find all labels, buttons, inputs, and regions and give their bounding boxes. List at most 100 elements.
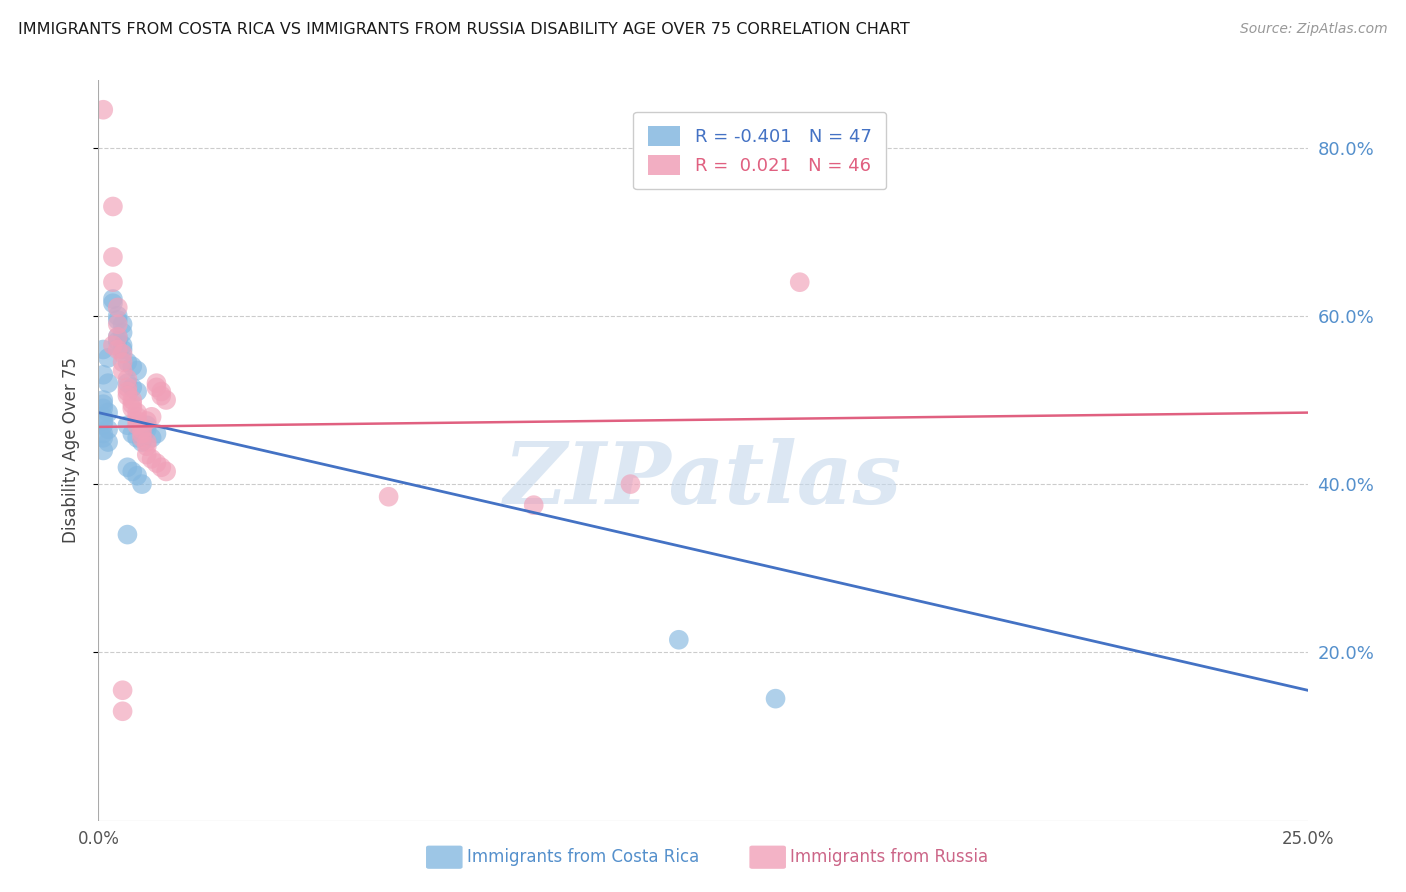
- Point: [121, 397, 143, 411]
- Point: [111, 318, 134, 332]
- Point: [91, 409, 114, 424]
- Point: [117, 372, 139, 386]
- Point: [91, 401, 114, 416]
- Point: [127, 418, 149, 433]
- Point: [131, 422, 153, 436]
- Point: [131, 435, 153, 450]
- Point: [91, 103, 114, 117]
- Point: [97, 435, 120, 450]
- Point: [135, 418, 157, 433]
- Point: [135, 448, 157, 462]
- Point: [127, 431, 149, 445]
- Point: [111, 343, 134, 357]
- Point: [101, 338, 124, 352]
- Legend: R = -0.401   N = 47, R =  0.021   N = 46: R = -0.401 N = 47, R = 0.021 N = 46: [634, 112, 886, 189]
- Point: [91, 368, 114, 382]
- Point: [91, 414, 114, 428]
- Point: [127, 414, 149, 428]
- Point: [117, 389, 139, 403]
- Point: [117, 380, 139, 394]
- Point: [377, 490, 399, 504]
- Point: [121, 401, 143, 416]
- Text: IMMIGRANTS FROM COSTA RICA VS IMMIGRANTS FROM RUSSIA DISABILITY AGE OVER 75 CORR: IMMIGRANTS FROM COSTA RICA VS IMMIGRANTS…: [18, 22, 910, 37]
- Point: [107, 330, 129, 344]
- Point: [127, 406, 149, 420]
- Point: [141, 451, 163, 466]
- Point: [668, 632, 690, 647]
- Point: [107, 309, 129, 323]
- Point: [131, 431, 153, 445]
- Point: [107, 301, 129, 315]
- Point: [107, 334, 129, 348]
- Point: [765, 691, 787, 706]
- Point: [150, 384, 173, 399]
- Point: [91, 397, 114, 411]
- Point: [155, 392, 177, 407]
- Point: [789, 275, 811, 289]
- Point: [121, 380, 143, 394]
- Point: [91, 392, 114, 407]
- Point: [91, 426, 114, 441]
- Point: [135, 414, 157, 428]
- Point: [101, 275, 124, 289]
- Point: [97, 376, 120, 391]
- Point: [135, 439, 157, 453]
- Point: [127, 363, 149, 377]
- Text: Immigrants from Costa Rica: Immigrants from Costa Rica: [467, 848, 699, 866]
- Point: [117, 418, 139, 433]
- Point: [121, 465, 143, 479]
- Point: [107, 318, 129, 332]
- Point: [117, 376, 139, 391]
- Point: [111, 326, 134, 340]
- Point: [111, 363, 134, 377]
- Point: [117, 384, 139, 399]
- Point: [135, 435, 157, 450]
- Point: [127, 468, 149, 483]
- Point: [121, 426, 143, 441]
- Point: [141, 409, 163, 424]
- Point: [127, 384, 149, 399]
- Text: ZIPatlas: ZIPatlas: [503, 438, 903, 522]
- Point: [121, 392, 143, 407]
- Point: [111, 683, 134, 698]
- Point: [135, 422, 157, 436]
- Point: [155, 465, 177, 479]
- Point: [127, 409, 149, 424]
- Y-axis label: Disability Age Over 75: Disability Age Over 75: [62, 358, 80, 543]
- Point: [97, 422, 120, 436]
- Point: [117, 527, 139, 541]
- Point: [145, 380, 167, 394]
- Point: [111, 355, 134, 369]
- Point: [101, 296, 124, 310]
- Point: [121, 359, 143, 374]
- Point: [91, 431, 114, 445]
- Point: [111, 704, 134, 718]
- Point: [141, 431, 163, 445]
- Point: [101, 292, 124, 306]
- Point: [111, 338, 134, 352]
- Point: [150, 389, 173, 403]
- Point: [97, 406, 120, 420]
- Point: [145, 426, 167, 441]
- Text: Immigrants from Russia: Immigrants from Russia: [790, 848, 988, 866]
- Point: [111, 347, 134, 361]
- Point: [117, 355, 139, 369]
- Point: [97, 351, 120, 365]
- Point: [131, 477, 153, 491]
- Point: [107, 343, 129, 357]
- Point: [150, 460, 173, 475]
- Point: [101, 250, 124, 264]
- Point: [91, 343, 114, 357]
- Point: [107, 330, 129, 344]
- Point: [523, 498, 546, 512]
- Point: [91, 443, 114, 458]
- Point: [91, 418, 114, 433]
- Point: [117, 460, 139, 475]
- Point: [619, 477, 641, 491]
- Point: [131, 426, 153, 441]
- Text: Source: ZipAtlas.com: Source: ZipAtlas.com: [1240, 22, 1388, 37]
- Point: [145, 376, 167, 391]
- Point: [107, 313, 129, 327]
- Point: [145, 456, 167, 470]
- Point: [101, 199, 124, 213]
